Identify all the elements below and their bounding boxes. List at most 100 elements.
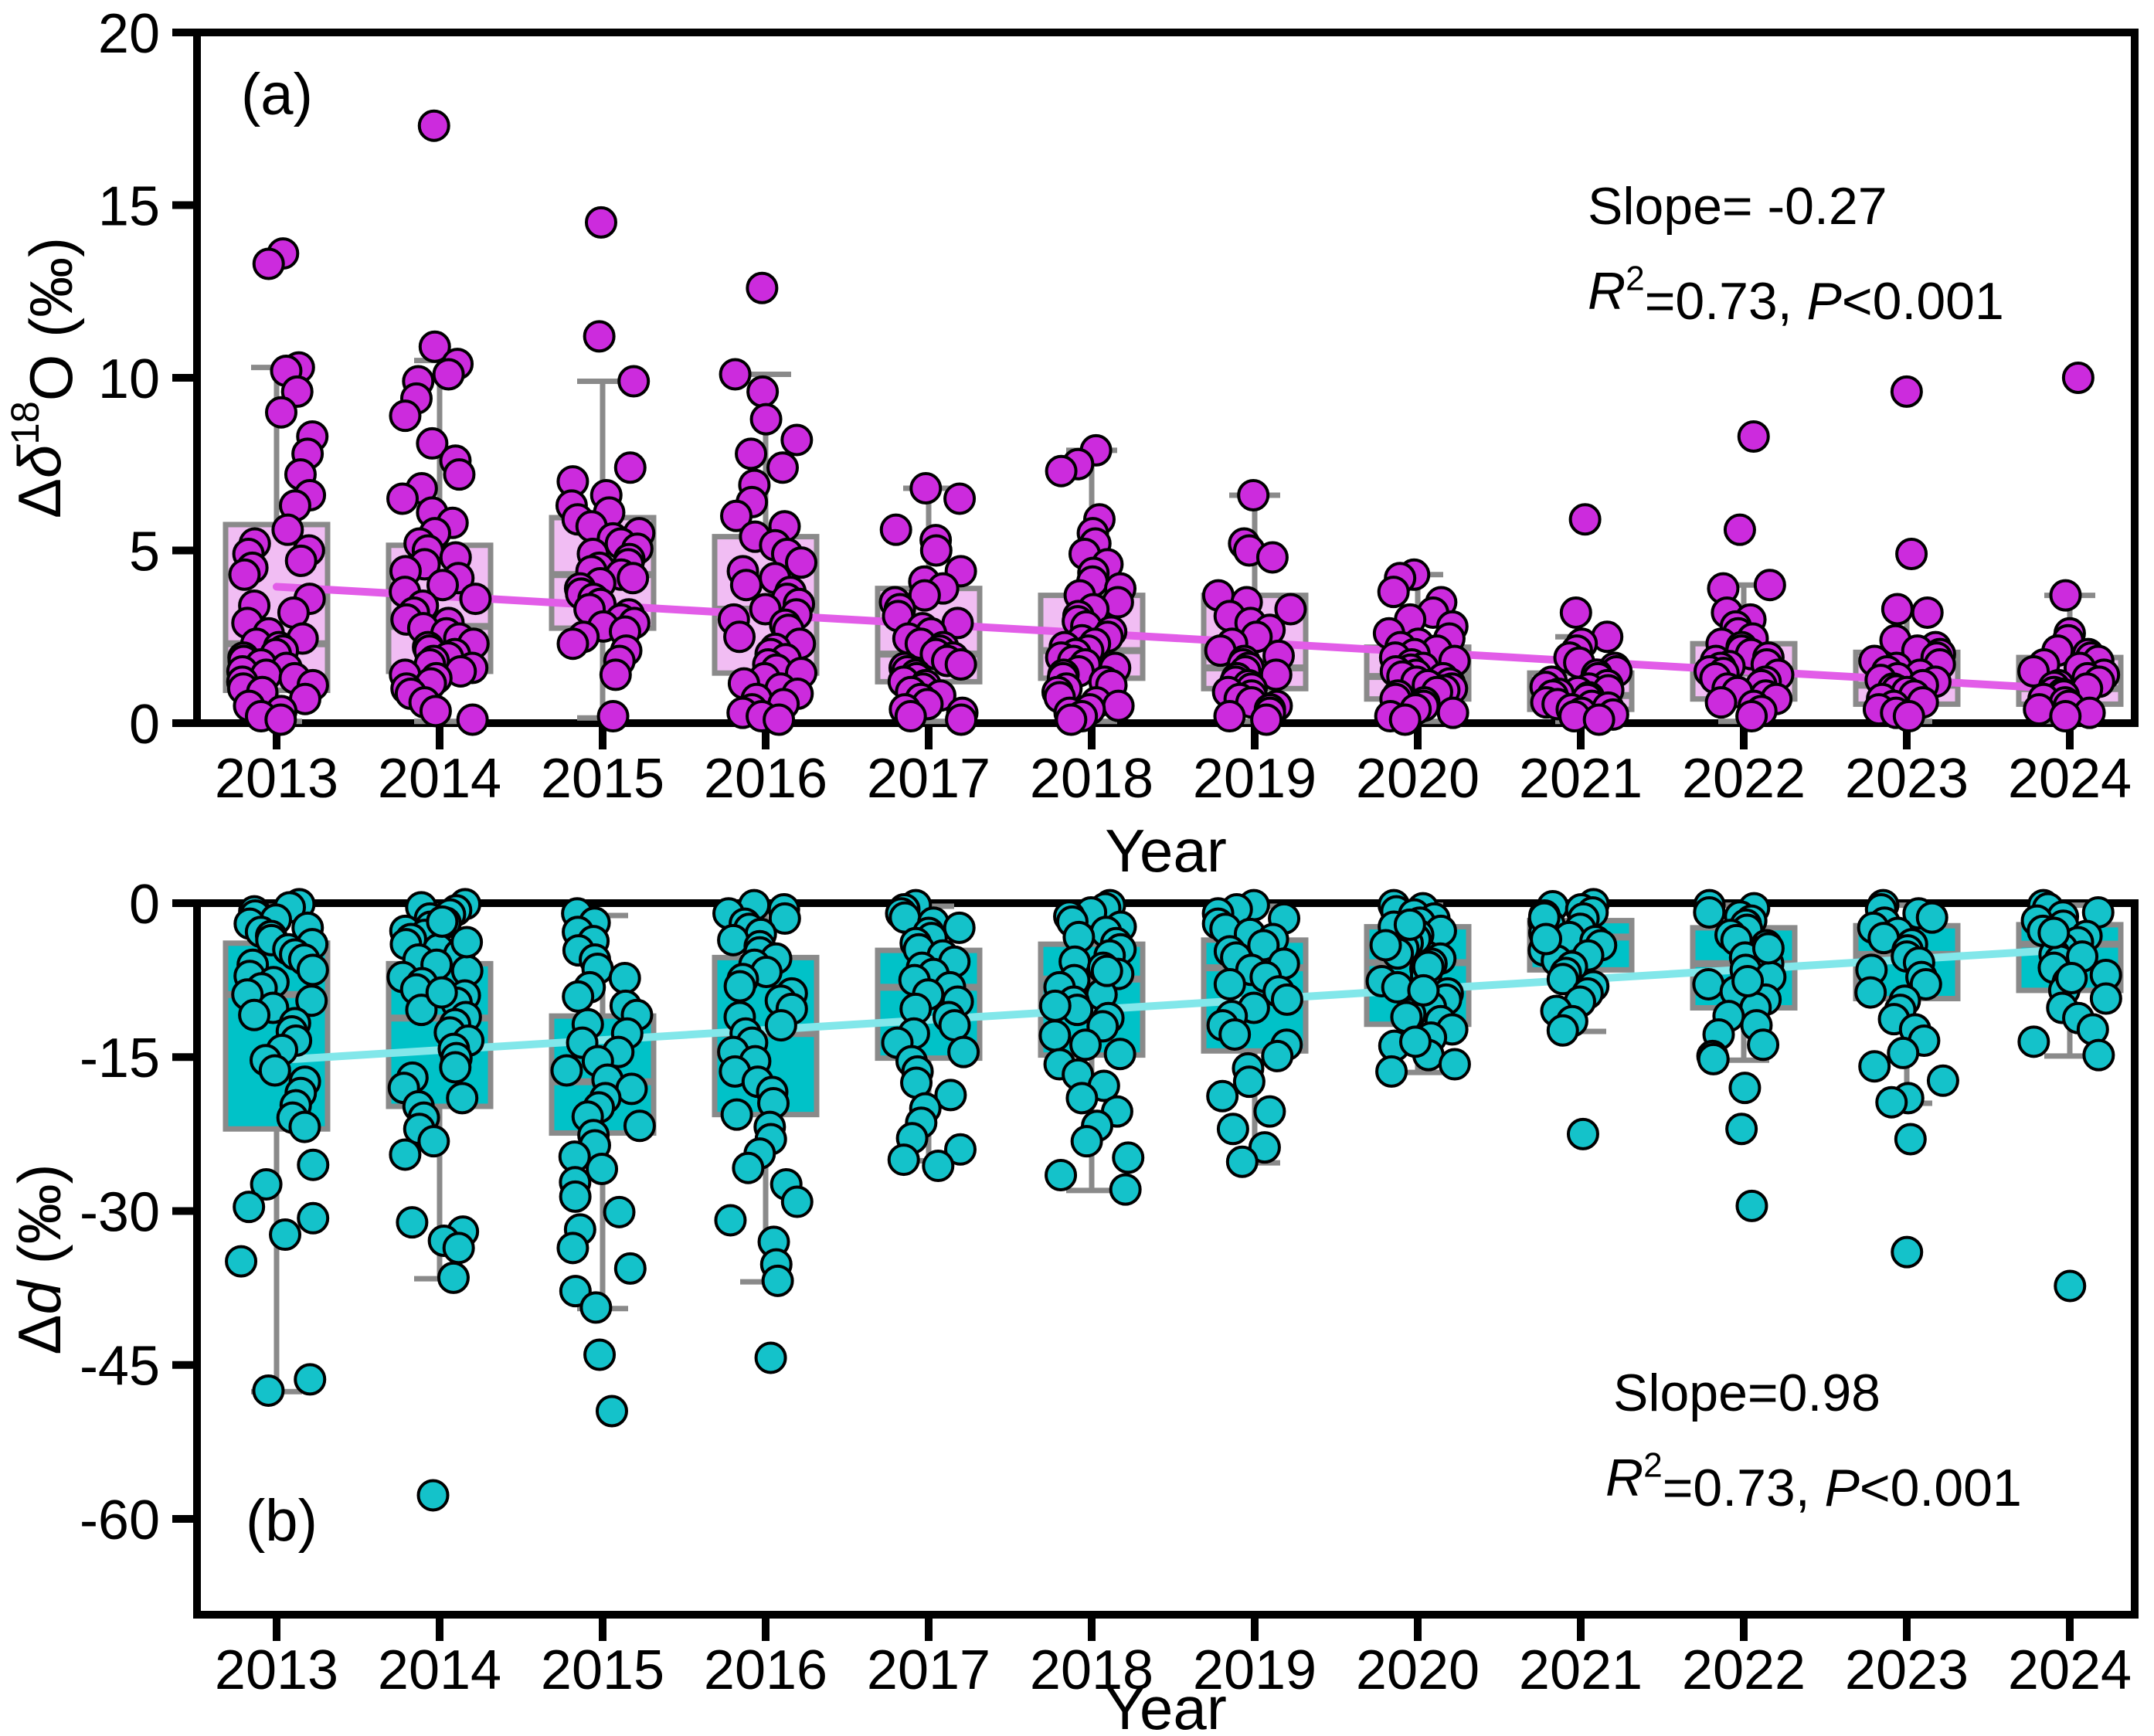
data-point <box>264 703 297 736</box>
x-tick-label: 2022 <box>1682 748 1806 810</box>
x-tick-label: 2018 <box>1030 748 1153 810</box>
data-point <box>2082 1038 2115 1072</box>
x-tick-label: 2014 <box>378 1639 501 1701</box>
points-2014 <box>386 109 492 736</box>
data-point <box>780 423 814 457</box>
panel-b-annotation-slope: Slope=0.98 <box>1613 1364 1881 1422</box>
data-point <box>550 1054 583 1087</box>
panel-a-annotation-slope: Slope= -0.27 <box>1588 177 1887 236</box>
data-point <box>264 396 297 429</box>
data-point <box>1875 1085 1908 1119</box>
text-part: R <box>1605 1449 1643 1507</box>
data-point <box>1735 700 1768 733</box>
text-part: Δ <box>5 478 73 518</box>
points-2016 <box>712 888 814 1374</box>
data-point <box>746 271 779 304</box>
data-point <box>228 558 261 591</box>
data-point <box>1723 513 1756 546</box>
data-point <box>1253 1095 1286 1128</box>
data-point <box>1218 1018 1252 1051</box>
data-point <box>296 953 329 987</box>
data-point <box>1069 1028 1102 1062</box>
data-point <box>1693 895 1726 929</box>
data-point <box>749 403 783 436</box>
data-point <box>887 1143 920 1177</box>
x-tick-label: 2023 <box>1845 1639 1969 1701</box>
points-2013 <box>226 237 329 736</box>
data-point <box>729 569 763 602</box>
trend-line <box>273 583 2074 694</box>
data-point <box>1255 541 1289 574</box>
data-point <box>1250 703 1283 736</box>
data-point <box>416 1479 450 1512</box>
points-2024 <box>2017 888 2122 1303</box>
y-tick-label: 5 <box>129 521 160 583</box>
x-tick-label: 2019 <box>1193 1639 1317 1701</box>
data-point <box>1103 1038 1136 1071</box>
data-point <box>419 695 452 728</box>
data-point <box>2049 700 2082 733</box>
x-tick-label: 2020 <box>1356 748 1480 810</box>
data-point <box>1045 1159 1078 1192</box>
data-point <box>1213 700 1246 733</box>
x-tick-label: 2024 <box>2008 748 2132 810</box>
data-point <box>1438 1048 1471 1081</box>
panel-b-x-axis-title: Year <box>1105 1674 1227 1736</box>
trend-line <box>273 945 2074 1065</box>
points-2017 <box>881 888 980 1183</box>
data-point <box>450 926 484 959</box>
data-point <box>1911 596 1944 629</box>
data-point <box>2055 961 2088 994</box>
panel-a-x-axis-title: Year <box>1105 817 1227 885</box>
y-tick-label: 0 <box>129 694 160 756</box>
data-point <box>2089 982 2122 1015</box>
data-point <box>768 902 801 935</box>
data-point <box>1038 989 1072 1022</box>
text-part: 2 <box>1626 260 1645 298</box>
data-point <box>1546 963 1579 996</box>
data-point <box>583 1338 617 1371</box>
panel-a-label: (a) <box>241 62 313 127</box>
x-tick-label: 2021 <box>1519 1639 1643 1701</box>
data-point <box>909 472 943 505</box>
data-point <box>919 534 953 567</box>
x-tick-label: 2020 <box>1356 1639 1480 1701</box>
data-point <box>1892 700 1925 733</box>
data-point <box>613 1252 647 1285</box>
data-point <box>922 1150 955 1183</box>
data-point <box>417 109 450 142</box>
y-tick-label: -45 <box>80 1336 160 1398</box>
panel-a-annotation-stats: R2=0.73, P<0.001 <box>1588 260 2004 331</box>
data-point <box>238 998 271 1031</box>
text-part: d <box>5 1279 73 1314</box>
panel-b-y-axis-title: Δd (‰) <box>5 1164 73 1354</box>
data-point <box>1881 593 1914 626</box>
data-point <box>295 984 328 1017</box>
data-point <box>1232 1065 1266 1099</box>
data-point <box>1065 1082 1099 1115</box>
data-point <box>225 1245 258 1278</box>
data-point <box>599 658 632 691</box>
data-point <box>1070 1125 1103 1158</box>
points-2022 <box>1692 888 1787 1222</box>
x-tick-label: 2023 <box>1845 748 1969 810</box>
y-tick-label: -30 <box>80 1181 160 1243</box>
data-point <box>608 961 641 994</box>
data-point <box>437 1261 470 1294</box>
y-tick-label: -15 <box>80 1028 160 1089</box>
text-part: O <box>17 355 85 402</box>
data-point <box>1216 1113 1249 1146</box>
data-point <box>297 1148 330 1181</box>
text-part: R <box>1588 262 1626 321</box>
data-point <box>1737 420 1770 453</box>
x-tick-label: 2016 <box>704 1639 827 1701</box>
data-point <box>2023 693 2056 726</box>
data-point <box>934 1079 967 1112</box>
data-point <box>459 583 492 616</box>
points-2018 <box>1041 433 1137 736</box>
x-tick-label: 2013 <box>215 1639 338 1701</box>
data-point <box>603 1195 636 1228</box>
data-point <box>584 206 617 239</box>
x-tick-label: 2013 <box>215 748 338 810</box>
